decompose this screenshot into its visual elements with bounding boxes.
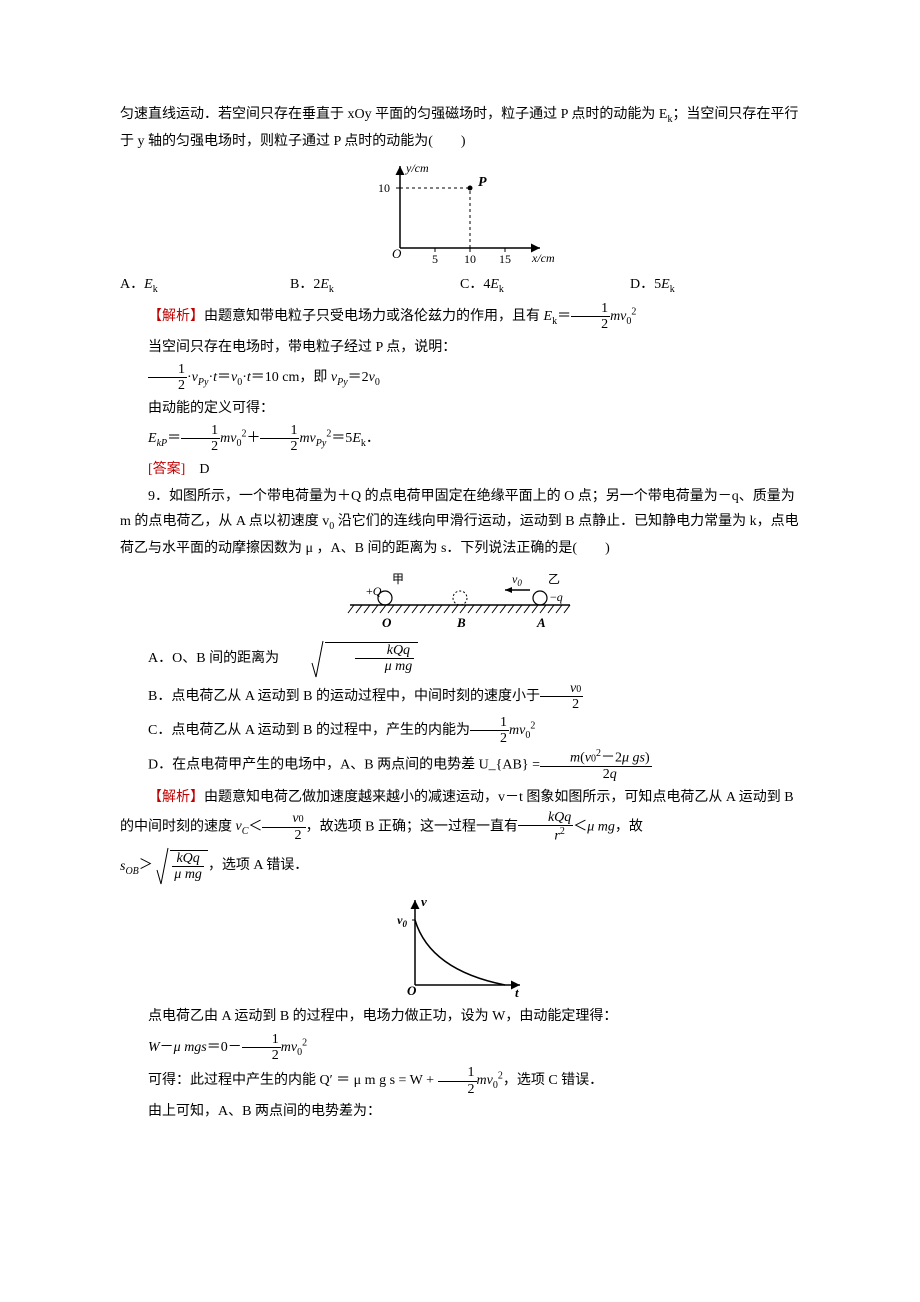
q9-opt-d-pre: 在点电荷甲产生的电场中，A、B 两点间的电势差 U_{AB} = bbox=[172, 758, 540, 773]
q8-solution-line3: 12·vPy·t＝v0·t＝10 cm，即 vPy＝2v0 bbox=[120, 362, 800, 394]
svg-text:t: t bbox=[515, 985, 519, 1000]
svg-text:v: v bbox=[421, 894, 427, 909]
q9-vt-figure: O t v v0 bbox=[120, 890, 800, 1000]
q8-answer: [答案] D bbox=[120, 457, 800, 482]
q9-figure-svg: +Q 甲 O B −q 乙 A v0 bbox=[330, 565, 590, 635]
q9-sol-1c: ，故选项 B 正确；这一过程一直有 bbox=[306, 819, 518, 834]
sqrt-icon bbox=[311, 639, 325, 679]
svg-text:B: B bbox=[456, 615, 466, 630]
q8-solution-line1: 【解析】由题意知带电粒子只受电场力或洛伦兹力的作用，且有 Ek＝12mv02 bbox=[120, 301, 800, 333]
q8-solution-line4: 由动能的定义可得： bbox=[120, 396, 800, 421]
q8-stem-text-1: 匀速直线运动．若空间只存在垂直于 xOy 平面的匀强磁场时，粒子通过 P 点时的… bbox=[120, 107, 667, 122]
q9-figure: +Q 甲 O B −q 乙 A v0 bbox=[120, 565, 800, 635]
q8-sol-1a: 由题意知带电粒子只受电场力或洛伦兹力的作用，且有 bbox=[204, 309, 544, 324]
svg-text:−q: −q bbox=[550, 590, 563, 604]
svg-text:10: 10 bbox=[464, 252, 476, 266]
q9-option-a: A．O、B 间的距离为 kQqμ mg bbox=[120, 639, 800, 679]
svg-text:A: A bbox=[536, 615, 546, 630]
q9-sol-5a: 可得：此过程中产生的内能 Q′ ＝ μ m g s = W + bbox=[148, 1074, 438, 1089]
svg-text:5: 5 bbox=[432, 252, 438, 266]
q9-vt-svg: O t v v0 bbox=[385, 890, 535, 1000]
q8-option-a: A．Ek bbox=[120, 272, 290, 299]
q9-stem: 9．如图所示，一个带电荷量为＋Q 的点电荷甲固定在绝缘平面上的 O 点；另一个带… bbox=[120, 484, 800, 561]
q8-stem-line1: 匀速直线运动．若空间只存在垂直于 xOy 平面的匀强磁场时，粒子通过 P 点时的… bbox=[120, 102, 800, 154]
q8-option-c: C．4Ek bbox=[460, 272, 630, 299]
q9-option-c: C．点电荷乙从 A 运动到 B 的过程中，产生的内能为12mv02 bbox=[120, 715, 800, 747]
q9-sol-2c: ，选项 A 错误． bbox=[208, 859, 308, 874]
q9-opt-b-pre: 点电荷乙从 A 运动到 B 的运动过程中，中间时刻的速度小于 bbox=[171, 689, 540, 704]
q8-solution-line2: 当空间只存在电场时，带电粒子经过 P 点，说明： bbox=[120, 335, 800, 360]
q9-solution-line1: 【解析】由题意知电荷乙做加速度越来越小的减速运动，v－t 图象如图所示，可知点电… bbox=[120, 785, 800, 845]
q9-option-b: B．点电荷乙从 A 运动到 B 的运动过程中，中间时刻的速度小于v02 bbox=[120, 681, 800, 713]
svg-text:v0: v0 bbox=[512, 572, 522, 588]
q9-solution-label: 【解析】 bbox=[148, 790, 204, 805]
q8-answer-label: [答案] bbox=[148, 462, 185, 477]
q9-solution-line4: W－μ mgs＝0－12mv02 bbox=[120, 1032, 800, 1064]
svg-text:v0: v0 bbox=[397, 913, 407, 929]
q8-option-b: B．2Ek bbox=[290, 272, 460, 299]
q9-opt-a-pre: O、B 间的距离为 bbox=[172, 651, 282, 666]
q8-figure: 5 10 15 10 P O x/cm y/cm bbox=[120, 158, 800, 268]
q9-number: 9． bbox=[148, 489, 169, 504]
svg-text:O: O bbox=[407, 983, 417, 998]
svg-text:乙: 乙 bbox=[548, 572, 560, 586]
q8-options: A．Ek B．2Ek C．4Ek D．5Ek bbox=[120, 272, 800, 299]
q9-sol-1e: ，故 bbox=[615, 819, 643, 834]
svg-text:甲: 甲 bbox=[392, 572, 404, 586]
q9-solution-line5: 可得：此过程中产生的内能 Q′ ＝ μ m g s = W + 12mv02，选… bbox=[120, 1065, 800, 1097]
svg-text:x/cm: x/cm bbox=[531, 251, 555, 265]
svg-text:y/cm: y/cm bbox=[405, 161, 429, 175]
q9-sol-5c: ，选项 C 错误． bbox=[503, 1074, 603, 1089]
q9-opt-c-pre: 点电荷乙从 A 运动到 B 的过程中，产生的内能为 bbox=[171, 723, 470, 738]
svg-text:O: O bbox=[382, 615, 392, 630]
q8-solution-label: 【解析】 bbox=[148, 309, 204, 324]
q8-solution-line5: EkP＝12mv02＋12mvPy2＝5Ek． bbox=[120, 423, 800, 455]
q8-option-d: D．5Ek bbox=[630, 272, 800, 299]
svg-text:+Q: +Q bbox=[366, 584, 382, 598]
q8-answer-value: D bbox=[199, 462, 209, 477]
svg-text:O: O bbox=[392, 246, 402, 261]
svg-text:10: 10 bbox=[378, 181, 390, 195]
q9-solution-line3: 点电荷乙由 A 运动到 B 的过程中，电场力做正功，设为 W，由动能定理得： bbox=[120, 1004, 800, 1029]
svg-text:P: P bbox=[478, 175, 487, 190]
q8-figure-svg: 5 10 15 10 P O x/cm y/cm bbox=[360, 158, 560, 268]
q9-option-d: D．在点电荷甲产生的电场中，A、B 两点间的电势差 U_{AB} =m(v02－… bbox=[120, 748, 800, 782]
sqrt-icon bbox=[156, 846, 170, 886]
svg-text:15: 15 bbox=[499, 252, 511, 266]
q9-solution-line2: sOB＞ kQqμ mg ，选项 A 错误． bbox=[120, 846, 800, 886]
q9-solution-line6: 由上可知，A、B 两点间的电势差为： bbox=[120, 1099, 800, 1124]
